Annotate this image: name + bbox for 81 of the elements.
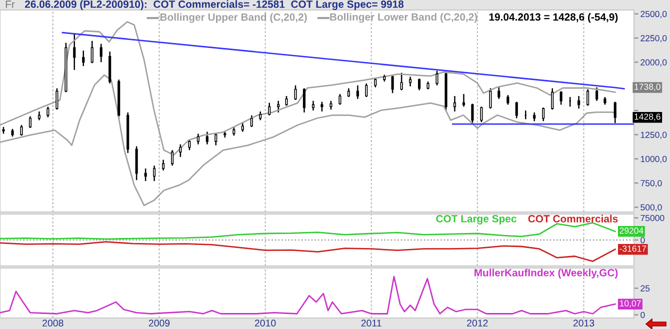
- candlestick: [578, 95, 580, 110]
- x-tick-label: 2009: [148, 320, 170, 327]
- candlestick: [498, 86, 500, 100]
- candlestick: [356, 84, 359, 100]
- candlestick: [144, 168, 147, 182]
- candlestick: [586, 88, 590, 106]
- data-label: 10,07: [620, 300, 641, 308]
- candlestick: [480, 106, 483, 123]
- candlestick: [365, 82, 368, 98]
- series-label: COT Large Spec: [436, 215, 516, 224]
- annotation: 19.04.2013 = 1428,6 (-54,9): [489, 13, 618, 23]
- candlestick: [551, 88, 554, 110]
- candlestick: [277, 100, 280, 114]
- candlestick: [90, 40, 94, 64]
- y-tick-label: 0: [640, 312, 645, 318]
- candlestick: [162, 159, 165, 172]
- candlestick: [20, 124, 23, 136]
- x-tick-label: 2008: [42, 320, 64, 327]
- candlestick: [46, 106, 50, 118]
- annotation: 1428,6: [634, 114, 660, 121]
- candlestick: [188, 138, 191, 151]
- y-tick-label: 2500,0: [640, 10, 667, 18]
- candlestick: [28, 116, 32, 129]
- candlestick: [471, 103, 474, 125]
- line-series: [0, 74, 616, 206]
- legend-label: Bollinger Lower Band (C,20,2): [330, 13, 478, 23]
- y-tick-label: 2250,0: [640, 35, 667, 42]
- candlestick: [515, 101, 518, 119]
- candlestick: [506, 94, 510, 106]
- chart-title: 26.06.2009 (PL2-200910): COT Commercials= -12581 COT Large Spec= 9918: [24, 0, 404, 10]
- candlestick: [320, 101, 324, 112]
- candlestick: [462, 93, 466, 108]
- candlestick: [436, 70, 438, 86]
- x-tick-label: 2013: [573, 320, 594, 327]
- candlestick: [418, 78, 421, 91]
- candlestick: [614, 101, 616, 124]
- candlestick: [268, 102, 271, 116]
- data-label: -31617: [620, 245, 646, 252]
- legend-label: Bollinger Upper Band (C,20,2): [160, 13, 307, 23]
- candlestick: [206, 131, 208, 145]
- candlestick: [179, 144, 182, 158]
- candlestick: [391, 75, 394, 94]
- candlestick: [453, 95, 456, 112]
- candlestick: [489, 88, 492, 110]
- candlestick: [312, 100, 315, 112]
- x-tick-label: 2010: [254, 320, 276, 327]
- y-tick-label: 500,0: [640, 204, 662, 212]
- y-tick-label: 0: [640, 237, 645, 244]
- line-series: [0, 241, 616, 262]
- candlestick: [250, 114, 253, 128]
- y-tick-label: 2000,0: [640, 59, 667, 66]
- candlestick: [302, 88, 306, 114]
- y-tick-label: 750,0: [640, 180, 662, 188]
- annotation: 1738,0: [634, 84, 660, 91]
- candlestick: [400, 72, 403, 91]
- candlestick: [294, 84, 297, 101]
- candlestick: [542, 106, 545, 122]
- y-tick-label: 1250,0: [640, 132, 667, 139]
- data-label: 29204: [620, 228, 644, 234]
- text: MullerKaufIndex (Weekly,GC): [474, 268, 618, 278]
- candlestick: [56, 88, 58, 110]
- candlestick: [73, 32, 76, 71]
- y-tick-label: 1000,0: [640, 156, 667, 164]
- y-tick-label: 25: [640, 285, 650, 292]
- candlestick: [82, 50, 85, 67]
- text: Fr: [6, 0, 15, 8]
- candlestick: [338, 93, 342, 106]
- candlestick: [196, 133, 200, 145]
- candlestick: [100, 43, 102, 63]
- line-series: [0, 21, 616, 156]
- candlestick: [171, 150, 174, 166]
- candlestick: [285, 95, 288, 106]
- candlestick: [408, 76, 412, 87]
- text: COT Commercials: [528, 214, 618, 222]
- candlestick: [560, 90, 562, 106]
- candlestick: [152, 164, 156, 182]
- y-tick-label: 75000: [640, 214, 664, 222]
- candlestick: [596, 86, 598, 102]
- x-tick-label: 2012: [467, 320, 488, 327]
- candlestick: [214, 132, 218, 146]
- x-tick-label: 2011: [361, 320, 382, 327]
